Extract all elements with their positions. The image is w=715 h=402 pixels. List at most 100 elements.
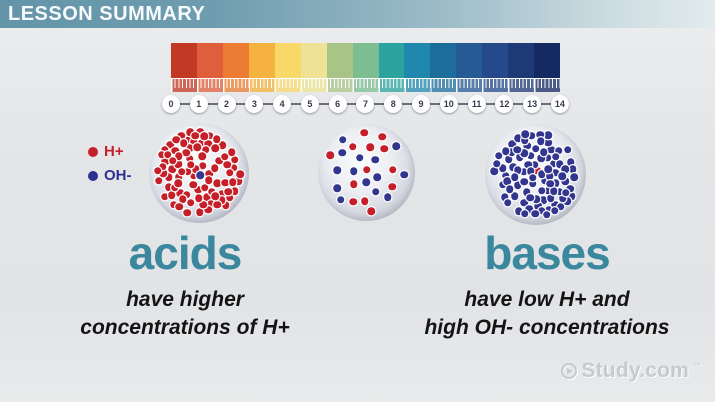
molecule-dot: [172, 135, 181, 144]
molecule-dot: [541, 176, 549, 185]
ph-color-block-2: [222, 43, 249, 78]
ph-number-4: 4: [273, 95, 292, 113]
ph-ruler-block-14: [534, 79, 561, 92]
molecule-dot: [520, 177, 529, 186]
molecule-dot: [490, 167, 498, 176]
molecule-dot: [338, 149, 347, 157]
ph-number-13: 13: [523, 95, 542, 113]
molecule-dot: [515, 153, 524, 161]
molecule-dot: [524, 160, 532, 169]
molecule-dot: [333, 166, 341, 175]
molecule-dot: [171, 147, 179, 155]
molecule-dot: [177, 167, 186, 176]
molecule-dot: [531, 145, 540, 153]
molecule-dot: [215, 156, 224, 165]
molecule-dot: [360, 128, 368, 137]
molecule-dot: [180, 139, 188, 148]
ph-color-block-5: [300, 43, 327, 78]
molecule-dot: [205, 170, 214, 178]
molecule-dot: [349, 167, 358, 176]
molecule-dot: [526, 167, 535, 175]
molecule-dot: [333, 184, 342, 193]
molecule-dot: [159, 169, 167, 177]
studycom-watermark: Study.com ™: [561, 359, 701, 383]
molecule-dot: [213, 179, 222, 187]
molecule-dot: [206, 132, 214, 140]
molecule-dot: [531, 209, 540, 218]
molecule-dot: [504, 199, 512, 207]
molecule-dot: [153, 167, 162, 175]
molecule-dot: [537, 206, 546, 215]
molecule-dot: [185, 155, 194, 163]
molecule-dot: [197, 139, 206, 147]
molecule-dot: [544, 131, 553, 139]
ph-number-row: 0 1 2 3 4 5 6 7 8 9 10 11 12 13 14: [162, 95, 569, 113]
molecule-dot: [538, 170, 546, 179]
molecule-dot: [166, 140, 175, 149]
molecule-dot: [196, 127, 205, 136]
molecule-dot: [546, 180, 554, 188]
bases-caption-line1: have low H+ and: [464, 288, 630, 311]
molecule-dot: [202, 145, 210, 154]
molecule-dot: [221, 152, 229, 161]
molecule-dot: [193, 143, 201, 151]
molecule-dot: [570, 173, 578, 182]
ph-number-12: 12: [495, 95, 514, 113]
molecule-dot: [177, 131, 186, 140]
molecule-dot: [510, 173, 519, 182]
molecule-dot: [519, 168, 528, 176]
molecule-dot: [388, 182, 397, 191]
ph-number-3: 3: [245, 95, 264, 113]
molecule-dot: [502, 147, 510, 155]
ph-ruler-block-6: [326, 79, 353, 92]
molecule-dot: [510, 192, 519, 201]
molecule-dot: [178, 195, 187, 203]
molecule-dot: [175, 152, 183, 161]
molecule-dot: [547, 194, 555, 202]
page-title: LESSON SUMMARY: [8, 3, 206, 25]
molecule-dot: [540, 148, 548, 157]
molecule-dot: [187, 160, 195, 169]
molecule-dot: [508, 148, 516, 156]
bases-caption-line2: high OH- concentrations: [424, 316, 670, 339]
watermark-text: Study.com: [581, 359, 689, 382]
molecule-dot: [555, 146, 563, 155]
molecule-dot: [203, 193, 212, 201]
molecule-dot: [165, 173, 173, 181]
ph-color-block-1: [196, 43, 223, 78]
ph-number-6: 6: [328, 95, 347, 113]
neutral-solution-sphere: [318, 124, 415, 221]
ph-ruler-block-8: [378, 79, 405, 92]
ph-color-block-12: [482, 43, 509, 78]
molecule-dot: [190, 138, 198, 147]
molecule-dot: [201, 184, 209, 192]
molecule-dot: [561, 165, 569, 174]
molecule-dot: [229, 178, 237, 187]
molecule-dot: [526, 193, 534, 202]
ph-number-10: 10: [439, 95, 458, 113]
molecule-dot: [527, 132, 535, 140]
molecule-dot: [183, 209, 191, 217]
molecule-dot: [198, 152, 206, 161]
molecule-dot: [348, 142, 357, 151]
ph-color-bar: [171, 43, 561, 78]
ph-ruler-block-7: [352, 79, 379, 92]
molecule-dot: [168, 165, 177, 174]
molecule-dot: [199, 201, 207, 209]
molecule-dot: [501, 172, 510, 180]
ph-ruler-block-12: [482, 79, 509, 92]
molecule-dot: [339, 135, 347, 144]
molecule-dot: [371, 187, 380, 196]
ph-color-block-11: [456, 43, 483, 78]
ph-number-11: 11: [467, 95, 486, 113]
ph-number-14: 14: [550, 95, 569, 113]
ph-number-1: 1: [189, 95, 208, 113]
molecule-dot: [513, 146, 522, 154]
molecule-dot: [498, 180, 507, 189]
molecule-dot: [537, 137, 545, 145]
molecule-dot: [521, 136, 529, 145]
molecule-dot: [228, 148, 236, 156]
molecule-dot: [218, 141, 226, 150]
header-bar: LESSON SUMMARY: [0, 0, 715, 28]
